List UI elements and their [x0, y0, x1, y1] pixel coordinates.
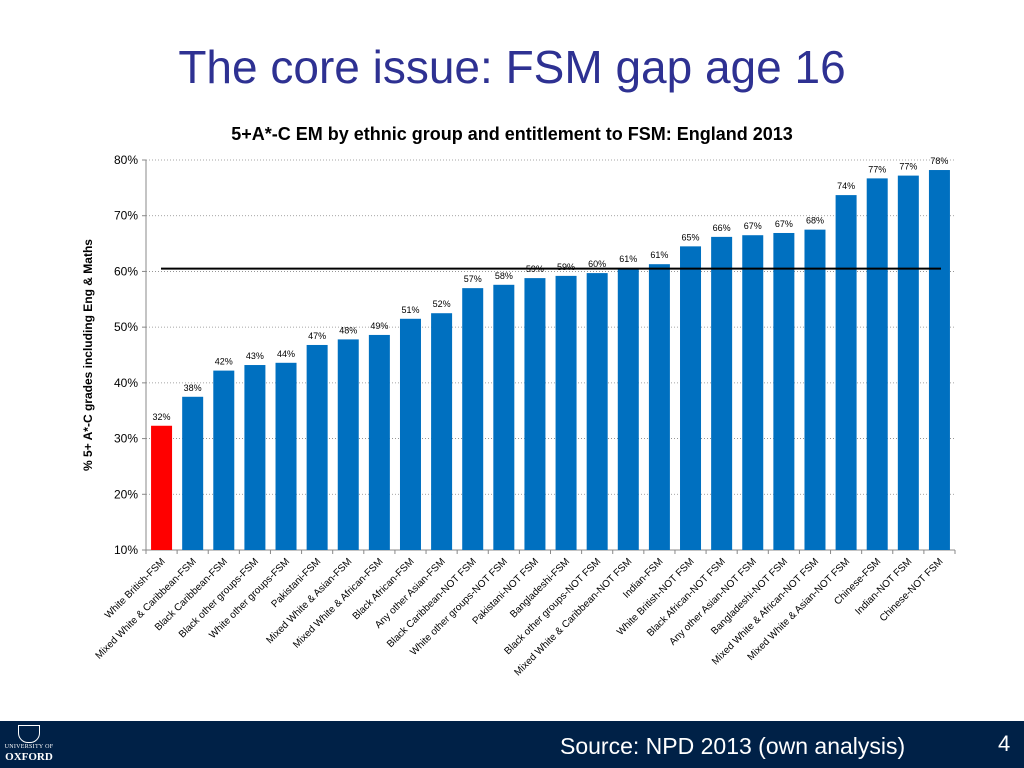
- data-label: 74%: [837, 181, 855, 191]
- bar: [711, 236, 733, 550]
- bar: [648, 264, 670, 550]
- data-label: 61%: [650, 250, 668, 260]
- y-tick-label: 50%: [114, 320, 138, 334]
- bar: [897, 175, 919, 550]
- chart-title: 5+A*-C EM by ethnic group and entitlemen…: [231, 124, 793, 144]
- data-label: 58%: [495, 271, 513, 281]
- bar: [431, 313, 453, 550]
- data-label: 48%: [339, 325, 357, 335]
- data-label: 77%: [868, 164, 886, 174]
- bar: [742, 235, 764, 550]
- bar: [835, 195, 857, 550]
- data-label: 66%: [713, 223, 731, 233]
- data-label: 49%: [370, 321, 388, 331]
- bar: [462, 288, 484, 550]
- bar: [586, 273, 608, 550]
- y-tick-label: 10%: [114, 543, 138, 557]
- bar: [275, 362, 297, 550]
- bar: [182, 396, 204, 550]
- data-label: 47%: [308, 331, 326, 341]
- data-label: 61%: [619, 254, 637, 264]
- footer-bar: UNIVERSITY OF OXFORD Source: NPD 2013 (o…: [0, 721, 1024, 768]
- bar: [524, 278, 546, 550]
- y-axis-label: % 5+ A*-C grades including Eng & Maths: [81, 239, 95, 471]
- bar: [680, 246, 702, 550]
- data-label: 51%: [401, 305, 419, 315]
- slide-title: The core issue: FSM gap age 16: [178, 41, 846, 93]
- bar: [493, 284, 515, 550]
- bar: [617, 268, 639, 550]
- y-tick-label: 20%: [114, 487, 138, 501]
- bar: [399, 318, 421, 550]
- data-label: 59%: [557, 262, 575, 272]
- data-label: 44%: [277, 349, 295, 359]
- data-label: 77%: [899, 162, 917, 172]
- source-note: Source: NPD 2013 (own analysis): [560, 733, 906, 759]
- y-tick-label: 30%: [114, 432, 138, 446]
- data-label: 60%: [588, 259, 606, 269]
- data-label: 52%: [433, 299, 451, 309]
- data-label: 65%: [682, 232, 700, 242]
- y-tick-label: 80%: [114, 153, 138, 167]
- data-label: 78%: [930, 156, 948, 166]
- crest-icon: [18, 725, 40, 743]
- bar: [244, 365, 266, 550]
- data-label: 42%: [215, 357, 233, 367]
- data-label: 32%: [153, 412, 171, 422]
- data-label: 68%: [806, 216, 824, 226]
- y-tick-label: 60%: [114, 264, 138, 278]
- x-tick-label: Indian-NOT FSM: [853, 556, 914, 617]
- oxford-logo: UNIVERSITY OF OXFORD: [4, 724, 54, 765]
- data-label: 57%: [464, 274, 482, 284]
- data-label: 38%: [184, 383, 202, 393]
- bar: [773, 232, 795, 550]
- bar: [151, 425, 173, 550]
- bar: [306, 344, 328, 550]
- bar: [368, 334, 390, 550]
- bar-chart: 5+A*-C EM by ethnic group and entitlemen…: [81, 124, 956, 678]
- bar: [555, 275, 577, 550]
- x-tick-label: Mixed White & Caribbean-NOT FSM: [512, 556, 634, 678]
- bar: [928, 170, 950, 550]
- data-label: 43%: [246, 351, 264, 361]
- bar: [337, 339, 359, 550]
- page-number: 4: [998, 731, 1011, 756]
- bar: [213, 370, 235, 550]
- bar: [866, 178, 888, 550]
- logo-oxford-text: OXFORD: [5, 751, 53, 763]
- data-label: 67%: [775, 219, 793, 229]
- y-tick-label: 40%: [114, 376, 138, 390]
- y-tick-label: 70%: [114, 209, 138, 223]
- logo-university-text: UNIVERSITY OF: [4, 744, 54, 750]
- bar: [804, 229, 826, 550]
- data-label: 67%: [744, 221, 762, 231]
